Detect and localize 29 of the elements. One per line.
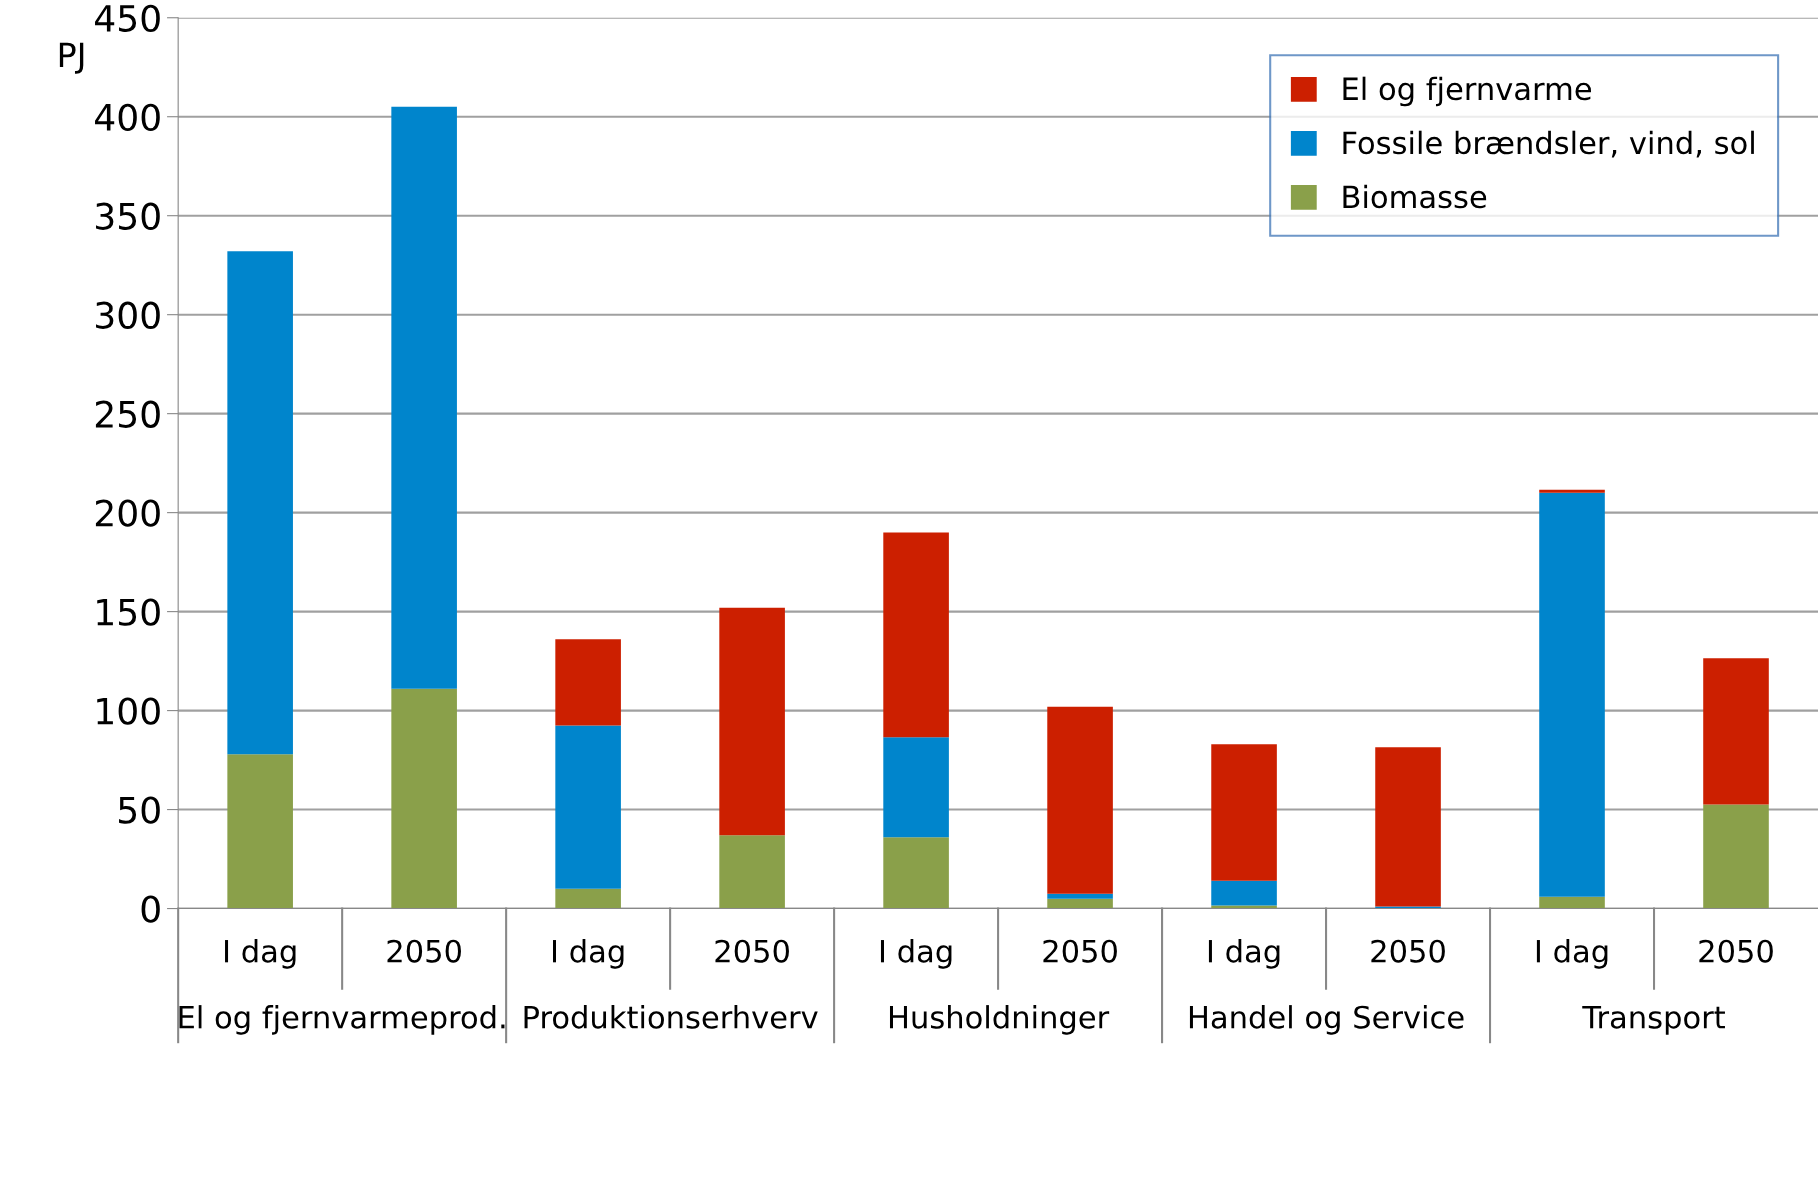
text: Handel og Service [1189,1005,1464,1035]
x-tick-label: I dag [1208,939,1280,969]
x-tick-label: 2050 [387,939,461,963]
text: El og fjernvarmeprod. [179,1005,505,1035]
x-tick-label: I dag [1536,939,1608,969]
y-tick-label: 0 [141,895,160,923]
x-tick-label: 2050 [1699,939,1773,963]
legend-label: El og fjernvarme [1343,76,1591,107]
y-tick-label: 200 [95,499,160,527]
x-tick-label: 2050 [1043,939,1117,963]
legend-label: Biomasse [1343,184,1487,209]
text: Transport [1582,1006,1725,1035]
legend-label: Fossile brændsler, vind, sol [1343,130,1754,158]
y-tick-label: 150 [97,598,160,626]
y-axis-title: PJ [59,42,84,74]
y-tick-label: 250 [95,400,160,428]
x-tick-label: 2050 [715,939,789,963]
y-tick-label: 350 [96,202,160,230]
y-tick-label: 450 [95,4,160,32]
y-tick-label: 300 [96,301,160,329]
y-tick-label: 100 [97,697,160,725]
x-tick-label: I dag [225,939,296,969]
x-tick-label: I dag [880,939,952,969]
text: Husholdninger [889,1005,1110,1035]
y-tick-label: 50 [119,796,160,824]
x-tick-label: I dag [553,939,624,969]
x-tick-label: 2050 [1371,939,1445,963]
text: Produktionserhverv [524,1005,818,1029]
y-tick-label: 400 [95,103,160,131]
